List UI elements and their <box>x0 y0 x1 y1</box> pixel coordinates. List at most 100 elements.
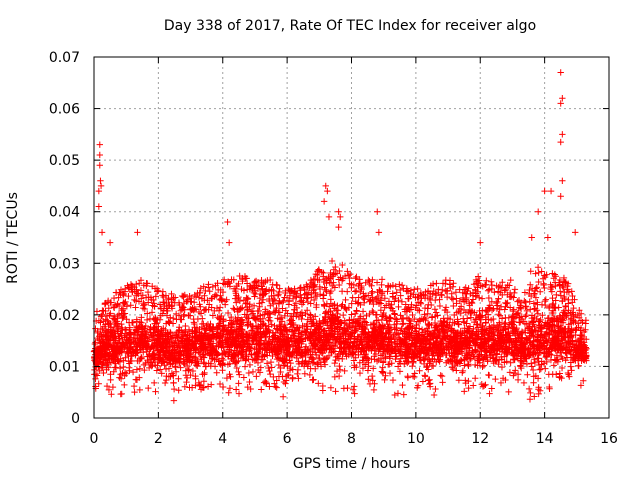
data-point <box>453 367 460 374</box>
data-point <box>111 304 118 311</box>
data-point <box>534 264 542 271</box>
data-point <box>262 322 269 329</box>
data-point <box>144 288 152 296</box>
data-point <box>449 296 457 303</box>
data-point <box>443 351 450 359</box>
data-point <box>534 310 542 317</box>
data-point <box>526 298 533 305</box>
data-point <box>526 396 534 403</box>
data-point <box>514 310 521 317</box>
data-point <box>391 298 398 305</box>
data-point <box>545 314 552 322</box>
data-point <box>557 288 564 295</box>
data-point <box>558 364 566 372</box>
data-point <box>560 274 568 282</box>
data-point <box>345 272 352 279</box>
data-point <box>577 310 585 317</box>
data-point <box>429 362 437 370</box>
data-point <box>306 371 314 379</box>
data-point <box>396 286 404 294</box>
data-point <box>180 312 187 320</box>
data-point <box>536 366 543 373</box>
data-point <box>370 386 378 394</box>
data-point <box>538 268 545 275</box>
data-point <box>253 373 260 380</box>
data-point <box>244 322 251 330</box>
data-point <box>340 311 347 319</box>
data-point <box>120 363 127 371</box>
data-point <box>370 365 377 372</box>
data-point <box>241 311 248 318</box>
data-point <box>488 385 495 392</box>
data-point <box>133 366 141 373</box>
data-point <box>211 363 219 370</box>
data-point <box>224 309 232 317</box>
data-point <box>353 273 360 281</box>
data-point <box>196 382 203 390</box>
data-point <box>153 367 161 374</box>
data-point <box>175 387 182 394</box>
data-point <box>364 367 372 374</box>
data-point <box>439 379 446 386</box>
data-point <box>529 366 537 374</box>
data-point <box>348 300 355 307</box>
data-point <box>580 377 587 385</box>
data-point <box>436 302 444 310</box>
data-point <box>316 285 324 293</box>
data-point <box>432 385 439 393</box>
data-point <box>121 310 129 317</box>
data-point <box>159 292 166 299</box>
data-point <box>499 279 506 286</box>
data-point <box>290 331 297 339</box>
data-point <box>235 380 242 387</box>
data-point <box>132 304 139 311</box>
data-point <box>505 388 512 396</box>
data-point <box>235 390 243 397</box>
data-point <box>208 295 215 302</box>
data-point <box>568 367 575 374</box>
data-point <box>551 304 559 312</box>
data-point <box>412 328 420 335</box>
data-point <box>303 307 311 314</box>
data-point <box>233 299 240 306</box>
data-point <box>243 286 251 293</box>
data-point <box>342 296 349 304</box>
data-point <box>304 283 311 290</box>
data-point <box>273 304 280 312</box>
data-point <box>480 362 488 369</box>
data-point <box>414 306 422 314</box>
data-point <box>115 294 122 301</box>
data-point <box>396 368 404 375</box>
data-point <box>416 307 423 314</box>
data-point <box>216 304 224 311</box>
data-point <box>121 381 128 389</box>
data-point <box>414 285 421 293</box>
data-point <box>339 261 346 269</box>
data-points <box>90 69 590 404</box>
data-point <box>394 390 402 397</box>
data-point <box>362 279 369 286</box>
data-point <box>246 378 253 386</box>
data-point <box>536 288 544 296</box>
data-point <box>522 313 529 320</box>
data-point <box>520 379 528 387</box>
data-point <box>183 374 191 382</box>
data-point <box>532 372 540 380</box>
data-point <box>192 375 199 382</box>
data-point <box>315 380 322 387</box>
data-point <box>294 370 301 378</box>
data-point <box>213 369 220 376</box>
data-point <box>368 289 375 297</box>
data-point <box>335 372 343 380</box>
data-point <box>158 370 165 377</box>
data-point <box>185 326 193 333</box>
data-point <box>471 375 479 382</box>
data-point <box>232 386 240 393</box>
data-point <box>216 380 224 388</box>
data-point <box>123 316 130 323</box>
data-point <box>488 298 496 305</box>
data-point <box>514 298 521 305</box>
data-point <box>236 371 243 378</box>
data-point <box>328 257 336 265</box>
data-point <box>532 294 540 301</box>
